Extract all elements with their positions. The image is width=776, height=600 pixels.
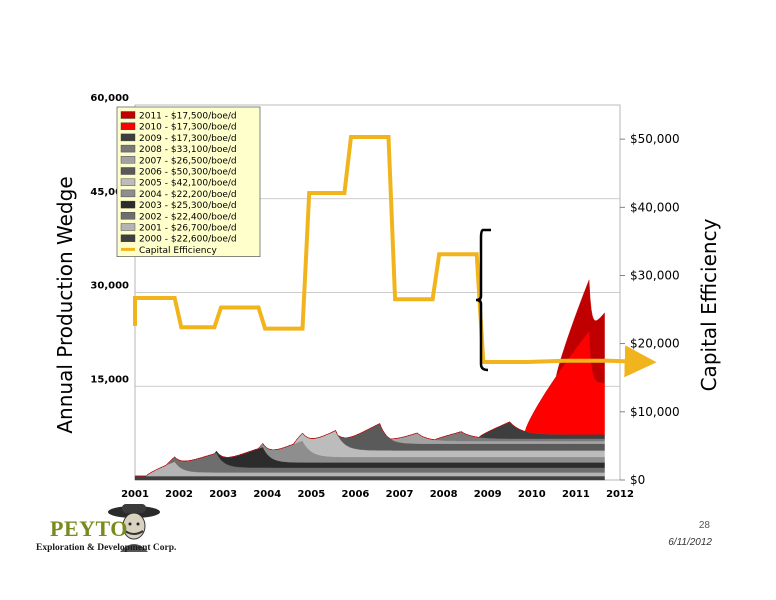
legend-swatch [120, 212, 136, 220]
slide-date: 6/11/2012 [668, 537, 712, 548]
y-tick-label-right: $10,000 [630, 405, 680, 419]
legend-swatch [120, 189, 136, 198]
x-tick-label: 2009 [474, 489, 502, 500]
legend-label: 2005 - $42,100/boe/d [139, 179, 237, 189]
y-tick-label-right: $50,000 [630, 132, 680, 146]
x-tick-label: 2002 [165, 489, 193, 500]
legend-label: 2003 - $25,300/boe/d [139, 201, 237, 211]
legend-label: 2004 - $22,200/boe/d [139, 190, 237, 200]
x-tick-label: 2012 [606, 489, 634, 500]
logo-emblem-icon [108, 504, 160, 552]
x-tick-label: 2003 [209, 489, 237, 500]
y-tick-label-right: $20,000 [630, 337, 680, 351]
legend-label: 2000 - $22,600/boe/d [139, 235, 237, 245]
legend-swatch [120, 133, 136, 142]
legend-swatch [120, 122, 136, 130]
legend-swatch [120, 167, 136, 175]
capital-efficiency-line [133, 135, 605, 364]
y-tick-label-right: $30,000 [630, 268, 680, 282]
legend-swatch [120, 223, 136, 231]
legend-label: 2008 - $33,100/boe/d [139, 145, 237, 155]
legend-label: 2010 - $17,300/boe/d [139, 123, 237, 133]
y-tick-label-left: 30,000 [90, 281, 129, 292]
series-area-0 [134, 475, 605, 481]
capital-efficiency-arrow [604, 345, 657, 378]
logo-wordmark: PEYTO [50, 516, 128, 541]
series-area-11 [135, 279, 605, 477]
y-tick-label-right: $40,000 [630, 200, 680, 214]
legend-swatch [120, 144, 136, 153]
legend-label: 2006 - $50,300/boe/d [139, 168, 237, 178]
logo-subtitle: Exploration & Development Corp. [36, 543, 177, 553]
legend-label: 2009 - $17,300/boe/d [139, 134, 237, 144]
legend-label: 2002 - $22,400/boe/d [139, 212, 237, 222]
legend-swatch [120, 111, 136, 119]
y-tick-label-right: $0 [630, 473, 645, 487]
x-tick-label: 2007 [386, 489, 414, 500]
x-tick-label: 2004 [253, 489, 281, 500]
legend-label: 2007 - $26,500/boe/d [139, 156, 237, 166]
legend-label: Capital Efficiency [139, 246, 217, 256]
legend-swatch [120, 234, 136, 242]
x-tick-label: 2010 [518, 489, 546, 500]
bracket-annotation [475, 228, 491, 372]
x-tick-label: 2006 [342, 489, 370, 500]
x-tick-label: 2011 [562, 489, 590, 500]
page-number: 28 [698, 520, 710, 531]
x-tick-label: 2001 [121, 489, 149, 500]
y-tick-label-left: 45,000 [90, 187, 129, 198]
y-tick-label-left: 15,000 [90, 374, 129, 385]
peyto-logo: PEYTO Exploration & Development Corp. [36, 500, 186, 560]
legend-swatch [120, 156, 136, 164]
legend-swatch [120, 178, 136, 186]
legend-label: 2011 - $17,500/boe/d [139, 112, 237, 122]
legend-swatch [120, 200, 136, 209]
legend-label: 2001 - $26,700/boe/d [139, 224, 237, 234]
y-axis-label-right: Capital Efficiency [697, 218, 721, 391]
y-tick-label-left: 60,000 [90, 93, 129, 104]
y-axis-label-left: Annual Production Wedge [53, 176, 77, 433]
x-tick-label: 2005 [297, 489, 325, 500]
x-tick-label: 2008 [430, 489, 458, 500]
legend-box [116, 106, 261, 257]
